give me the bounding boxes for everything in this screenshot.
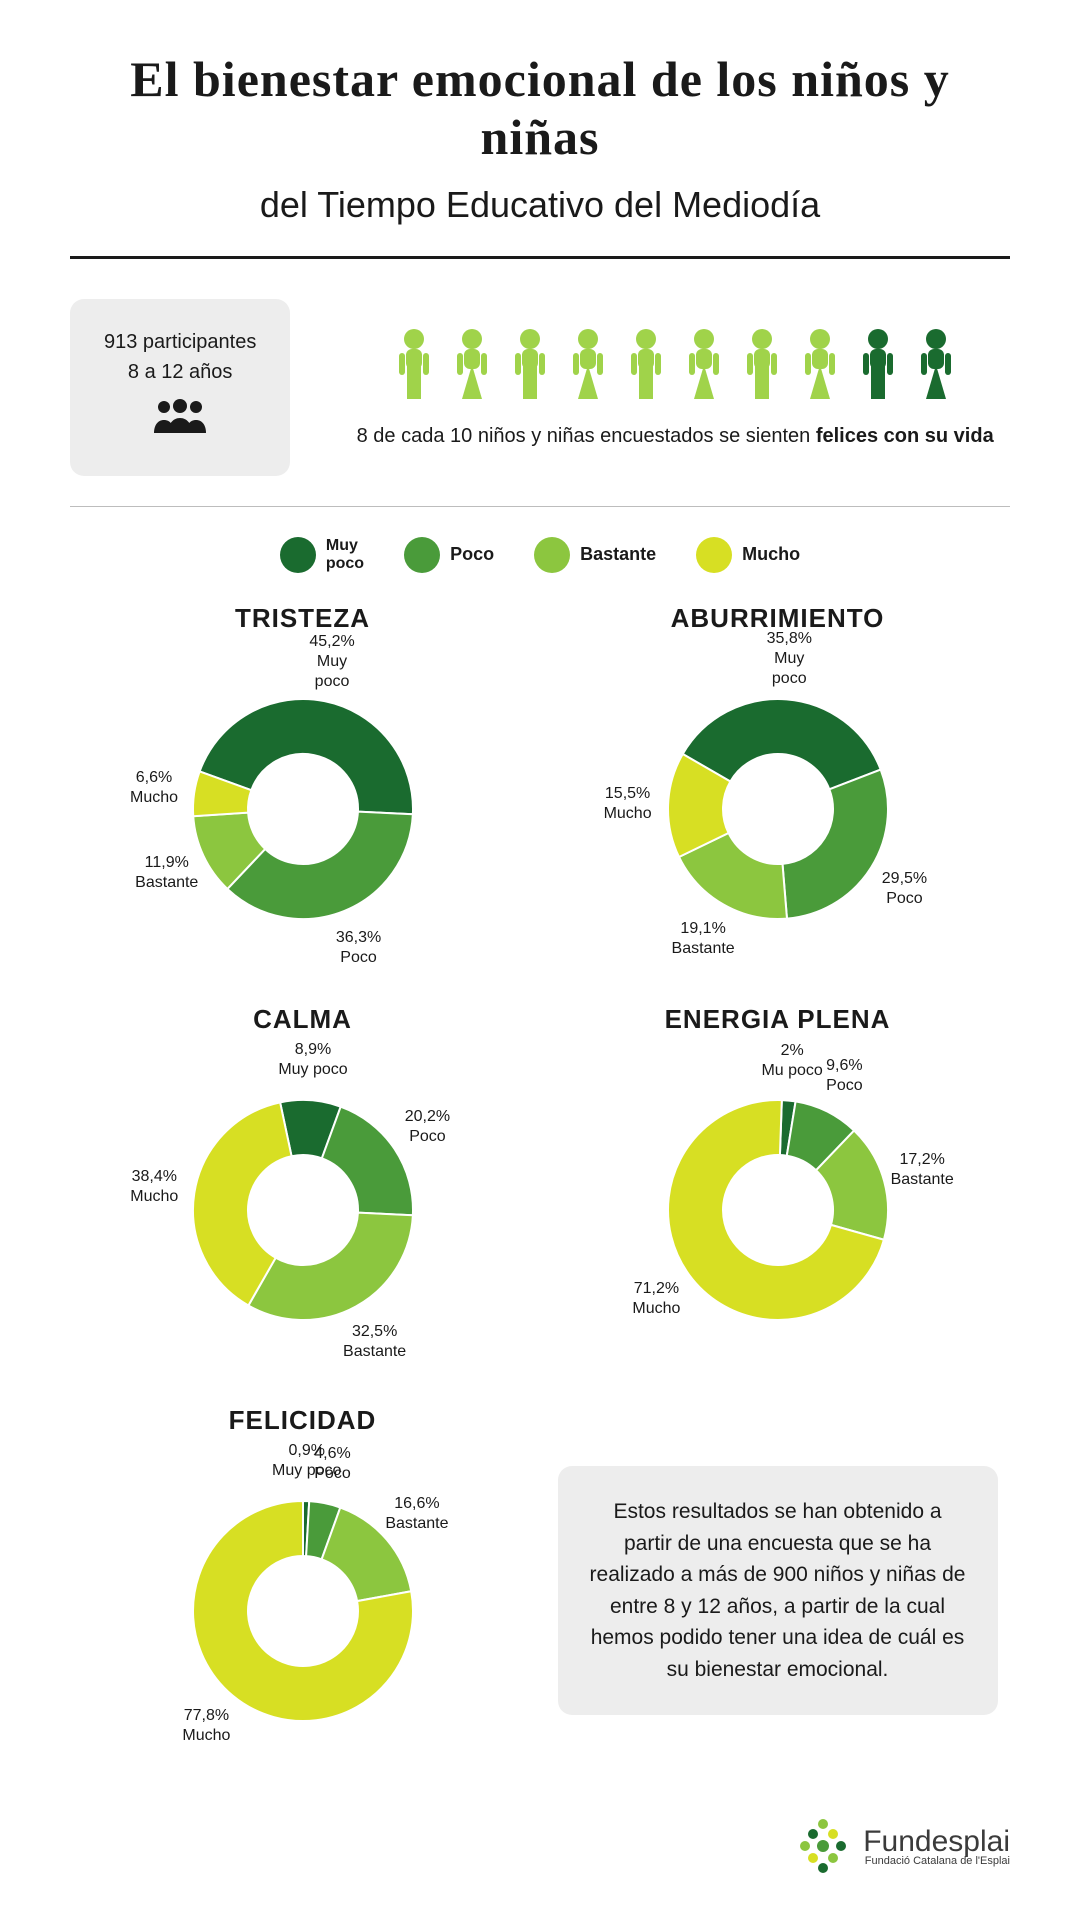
slice-label: 17,2% Bastante [891,1150,954,1190]
footer-sub: Fundació Catalana de l'Esplai [863,1855,1010,1867]
slice-label: 71,2% Mucho [632,1279,680,1319]
slice-label: 16,6% Bastante [385,1494,448,1534]
person-icon [389,327,439,407]
legend-item-muy_poco: Muypoco [280,537,364,573]
person-icon [621,327,671,407]
people-caption-prefix: 8 de cada 10 niños y niñas encuestados s… [357,425,816,447]
legend-item-poco: Poco [404,537,494,573]
legend-label: Bastante [580,545,656,565]
legend: Muypoco Poco Bastante Mucho [70,537,1010,573]
page-subtitle: del Tiempo Educativo del Mediodía [70,184,1010,226]
slice-label: 6,6% Mucho [130,768,178,808]
footer-logo-icon [793,1816,853,1876]
donut-chart: 2% Mu poco9,6% Poco17,2% Bastante71,2% M… [613,1045,943,1375]
slice-label: 20,2% Poco [405,1107,450,1147]
divider-top [70,256,1010,259]
chart-title: ENERGIA PLENA [558,1004,998,1035]
charts-grid: TRISTEZA 45,2% Muy poco 36,3% Poco 11,9% B… [70,603,1010,1776]
slice-label: 38,4% Mucho [130,1167,178,1207]
people-caption: 8 de cada 10 niños y niñas encuestados s… [340,425,1010,448]
chart-title: TRISTEZA [83,603,523,634]
person-icon [795,327,845,407]
legend-dot-icon [404,537,440,573]
donut-chart: 0,9% Muy poco4,6% Poco16,6% Bastante77,8… [138,1446,468,1776]
chart-card-energia plena: ENERGIA PLENA 2% Mu poco9,6% Poco17,2% B… [558,1004,998,1375]
slice-label: 45,2% Muy poco [309,632,354,692]
person-icon [563,327,613,407]
legend-dot-icon [534,537,570,573]
slice-label: 77,8% Mucho [182,1706,230,1746]
participants-badge: 913 participantes 8 a 12 años [70,299,290,476]
legend-label: Poco [450,545,494,565]
slice-label: 2% Mu poco [761,1041,822,1081]
footer: Fundesplai Fundació Catalana de l'Esplai [70,1816,1010,1876]
legend-dot-icon [280,537,316,573]
person-icon [853,327,903,407]
people-caption-bold: felices con su vida [816,425,994,447]
legend-item-mucho: Mucho [696,537,800,573]
people-icons-row [340,327,1010,407]
person-icon [911,327,961,407]
legend-item-bastante: Bastante [534,537,656,573]
person-icon [737,327,787,407]
donut-chart: 35,8% Muy poco29,5% Poco19,1% Bastante15… [613,644,943,974]
slice-label: 29,5% Poco [882,869,927,909]
legend-dot-icon [696,537,732,573]
slice-label: 11,9% Bastante [135,853,198,893]
participants-count: 913 participantes [104,327,256,357]
crowd-icon [104,397,256,448]
note-box: Estos resultados se han obtenido a parti… [558,1466,998,1715]
chart-card-tristeza: TRISTEZA 45,2% Muy poco 36,3% Poco 11,9% B… [83,603,523,974]
legend-label: Muypoco [326,537,364,572]
chart-title: CALMA [83,1004,523,1035]
chart-card-aburrimiento: ABURRIMIENTO 35,8% Muy poco29,5% Poco19,… [558,603,998,974]
slice-label: 8,9% Muy poco [278,1040,347,1080]
chart-card-felicidad: FELICIDAD 0,9% Muy poco4,6% Poco16,6% Ba… [83,1405,523,1776]
chart-card-calma: CALMA 8,9% Muy poco 20,2% Poco 32,5% Basta… [83,1004,523,1375]
slice-label: 15,5% Mucho [604,784,652,824]
slice-label: 9,6% Poco [826,1056,862,1096]
person-icon [679,327,729,407]
slice-label: 19,1% Bastante [672,919,735,959]
divider-mid [70,506,1010,507]
footer-brand: Fundesplai [863,1825,1010,1859]
slice-label: 36,3% Poco [336,928,381,968]
slice-label: 35,8% Muy poco [767,629,812,689]
person-icon [447,327,497,407]
participants-age: 8 a 12 años [104,357,256,387]
person-icon [505,327,555,407]
donut-chart: 8,9% Muy poco20,2% Poco32,5% Bastante38,… [138,1045,468,1375]
page-title-script: El bienestar emocional de los niños y ni… [70,50,1010,166]
donut-chart: 45,2% Muy poco36,3% Poco11,9% Bastante6,… [138,644,468,974]
chart-title: FELICIDAD [83,1405,523,1436]
slice-label: 32,5% Bastante [343,1322,406,1362]
legend-label: Mucho [742,545,800,565]
slice-label: 4,6% Poco [314,1444,350,1484]
